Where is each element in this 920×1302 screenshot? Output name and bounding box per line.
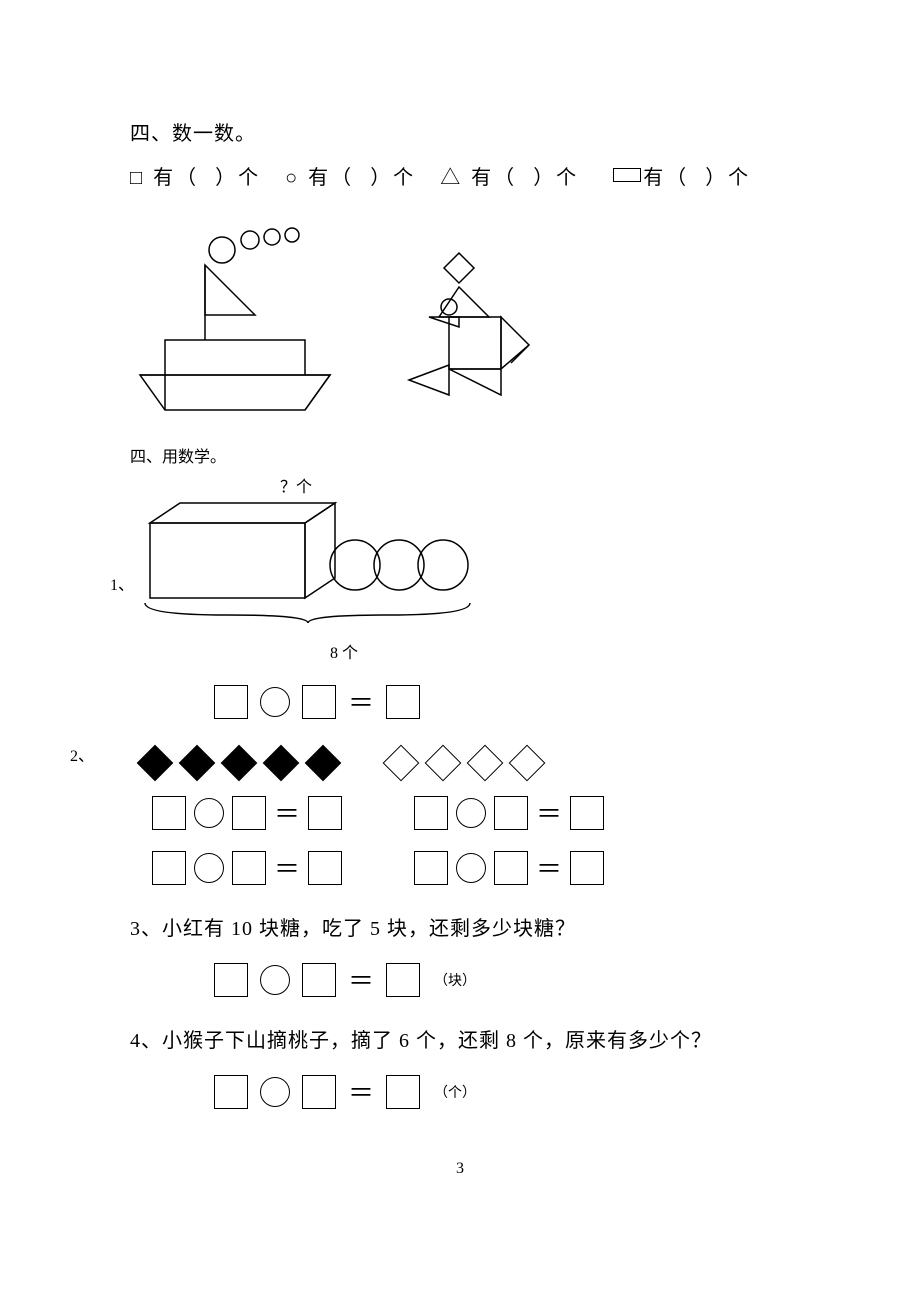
shape-figure [130,220,790,425]
count-circle-suffix: ）个 [370,167,416,189]
operator-circle[interactable] [194,853,224,883]
diamond-filled-icon [305,745,342,782]
q2-equation-row1: ＝ ＝ [148,794,790,831]
boat-drawing [130,220,340,420]
count-line: □ 有（ ）个 ○ 有（ ）个 △ 有（ ）个 有（ ）个 [130,161,790,190]
q2-row: 2、 [130,742,790,776]
operator-circle[interactable] [194,798,224,828]
equals-sign: ＝ [536,794,562,831]
q2-number: 2、 [70,742,130,766]
answer-box[interactable] [214,685,248,719]
diamond-empty-icon [383,745,420,782]
answer-box[interactable] [414,851,448,885]
diamond-empty-icon [467,745,504,782]
answer-box[interactable] [302,1075,336,1109]
q1-bottom-label: 8 个 [330,639,358,663]
equals-sign: ＝ [536,849,562,886]
diamond-filled-icon [221,745,258,782]
answer-box[interactable] [308,851,342,885]
bird-drawing [394,245,554,425]
rect-icon [613,168,641,182]
operator-circle[interactable] [456,798,486,828]
q1-top-label: ？个 [280,473,312,497]
answer-box[interactable] [494,851,528,885]
count-circle-blank[interactable] [354,167,370,189]
q1-equation: ＝ [210,683,790,720]
answer-box[interactable] [308,796,342,830]
q4-text: 4、小猴子下山摘桃子，摘了 6 个，还剩 8 个，原来有多少个？ [130,1024,790,1053]
count-rect-prefix: 有（ [643,167,689,189]
answer-box[interactable] [302,963,336,997]
count-rect-blank[interactable] [689,167,705,189]
answer-box[interactable] [152,796,186,830]
answer-box[interactable] [232,796,266,830]
diamond-empty-icon [425,745,462,782]
diamond-filled-icon [263,745,300,782]
count-square-suffix: ）个 [215,167,261,189]
q3-unit: （块） [434,974,476,989]
operator-circle[interactable] [260,965,290,995]
answer-box[interactable] [214,963,248,997]
answer-box[interactable] [570,851,604,885]
count-triangle-blank[interactable] [517,167,533,189]
count-triangle-suffix: ）个 [533,167,579,189]
equals-sign: ＝ [274,849,300,886]
diamond-empty-icon [509,745,546,782]
count-circle-prefix: ○ 有（ [285,167,354,189]
equals-sign: ＝ [348,683,374,720]
answer-box[interactable] [570,796,604,830]
q1-number: 1、 [110,571,134,595]
q3-text: 3、小红有 10 块糖，吃了 5 块，还剩多少块糖？ [130,912,790,941]
operator-circle[interactable] [260,1077,290,1107]
page-number: 3 [130,1160,790,1178]
answer-box[interactable] [152,851,186,885]
answer-box[interactable] [232,851,266,885]
answer-box[interactable] [386,1075,420,1109]
diamond-filled-icon [179,745,216,782]
q1-drawing [140,495,500,645]
q4-equation: ＝ （个） [210,1073,790,1110]
count-triangle-prefix: △ 有（ [440,167,517,189]
count-square-blank[interactable] [199,167,215,189]
operator-circle[interactable] [260,687,290,717]
equals-sign: ＝ [348,1073,374,1110]
answer-box[interactable] [414,796,448,830]
count-rect-suffix: ）个 [705,167,751,189]
answer-box[interactable] [302,685,336,719]
q1-figure: ？个 1、 8 个 [130,473,790,663]
equals-sign: ＝ [348,961,374,998]
answer-box[interactable] [214,1075,248,1109]
q3-equation: ＝ （块） [210,961,790,998]
worksheet-page: 四、数一数。 □ 有（ ）个 ○ 有（ ）个 △ 有（ ）个 有（ ）个 四、用… [0,0,920,1218]
answer-box[interactable] [386,963,420,997]
equals-sign: ＝ [274,794,300,831]
operator-circle[interactable] [456,853,486,883]
section-math-title: 四、用数学。 [130,443,790,467]
answer-box[interactable] [386,685,420,719]
answer-box[interactable] [494,796,528,830]
diamond-filled-icon [137,745,174,782]
count-square-prefix: □ 有（ [130,167,199,189]
section4-title: 四、数一数。 [130,115,790,153]
q4-unit: （个） [434,1086,476,1101]
q2-equation-row2: ＝ ＝ [148,849,790,886]
